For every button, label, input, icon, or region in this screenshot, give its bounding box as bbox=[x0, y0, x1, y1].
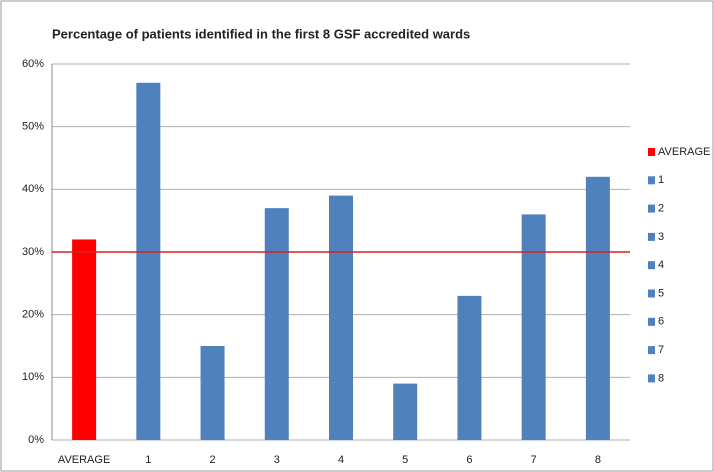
y-tick-label: 0% bbox=[28, 434, 44, 446]
legend-label: 6 bbox=[658, 316, 664, 328]
legend-label: 8 bbox=[658, 372, 664, 384]
y-tick-label: 20% bbox=[22, 309, 44, 321]
x-tick-label: 7 bbox=[531, 454, 537, 466]
bar bbox=[329, 195, 353, 440]
x-tick-label: 3 bbox=[274, 454, 280, 466]
legend-swatch bbox=[648, 148, 655, 156]
legend-swatch bbox=[648, 176, 655, 185]
y-tick-label: 30% bbox=[22, 246, 44, 258]
bar bbox=[200, 346, 225, 440]
legend-swatch bbox=[648, 232, 655, 241]
legend-label: AVERAGE bbox=[658, 146, 710, 158]
legend-swatch bbox=[648, 374, 655, 383]
bar bbox=[457, 295, 482, 440]
bar bbox=[264, 208, 289, 440]
legend-label: 3 bbox=[658, 231, 664, 243]
chart-title: Percentage of patients identified in the… bbox=[52, 26, 470, 41]
x-tick-label: 6 bbox=[466, 454, 472, 466]
x-tick-label: 4 bbox=[338, 454, 344, 466]
legend-swatch bbox=[648, 346, 655, 355]
x-tick-label: 2 bbox=[209, 454, 215, 466]
legend-swatch bbox=[648, 204, 655, 213]
legend-label: 7 bbox=[658, 344, 664, 356]
legend-label: 5 bbox=[658, 287, 664, 299]
legend-swatch bbox=[648, 317, 655, 326]
legend-label: 4 bbox=[658, 259, 664, 271]
y-tick-label: 40% bbox=[22, 183, 44, 195]
legend-label: 1 bbox=[658, 174, 664, 186]
x-tick-label: AVERAGE bbox=[58, 454, 110, 466]
y-tick-label: 10% bbox=[22, 371, 44, 383]
bar bbox=[72, 239, 97, 440]
x-tick-label: 5 bbox=[402, 454, 408, 466]
x-tick-label: 1 bbox=[145, 454, 151, 466]
y-tick-label: 60% bbox=[22, 58, 44, 70]
bar bbox=[521, 214, 546, 440]
y-tick-label: 50% bbox=[22, 121, 44, 133]
bar bbox=[136, 82, 161, 441]
bar bbox=[585, 176, 610, 441]
legend-swatch bbox=[648, 261, 655, 270]
legend-label: 2 bbox=[658, 203, 664, 215]
bar bbox=[393, 383, 418, 440]
x-tick-label: 8 bbox=[595, 454, 601, 466]
legend-swatch bbox=[648, 289, 655, 298]
